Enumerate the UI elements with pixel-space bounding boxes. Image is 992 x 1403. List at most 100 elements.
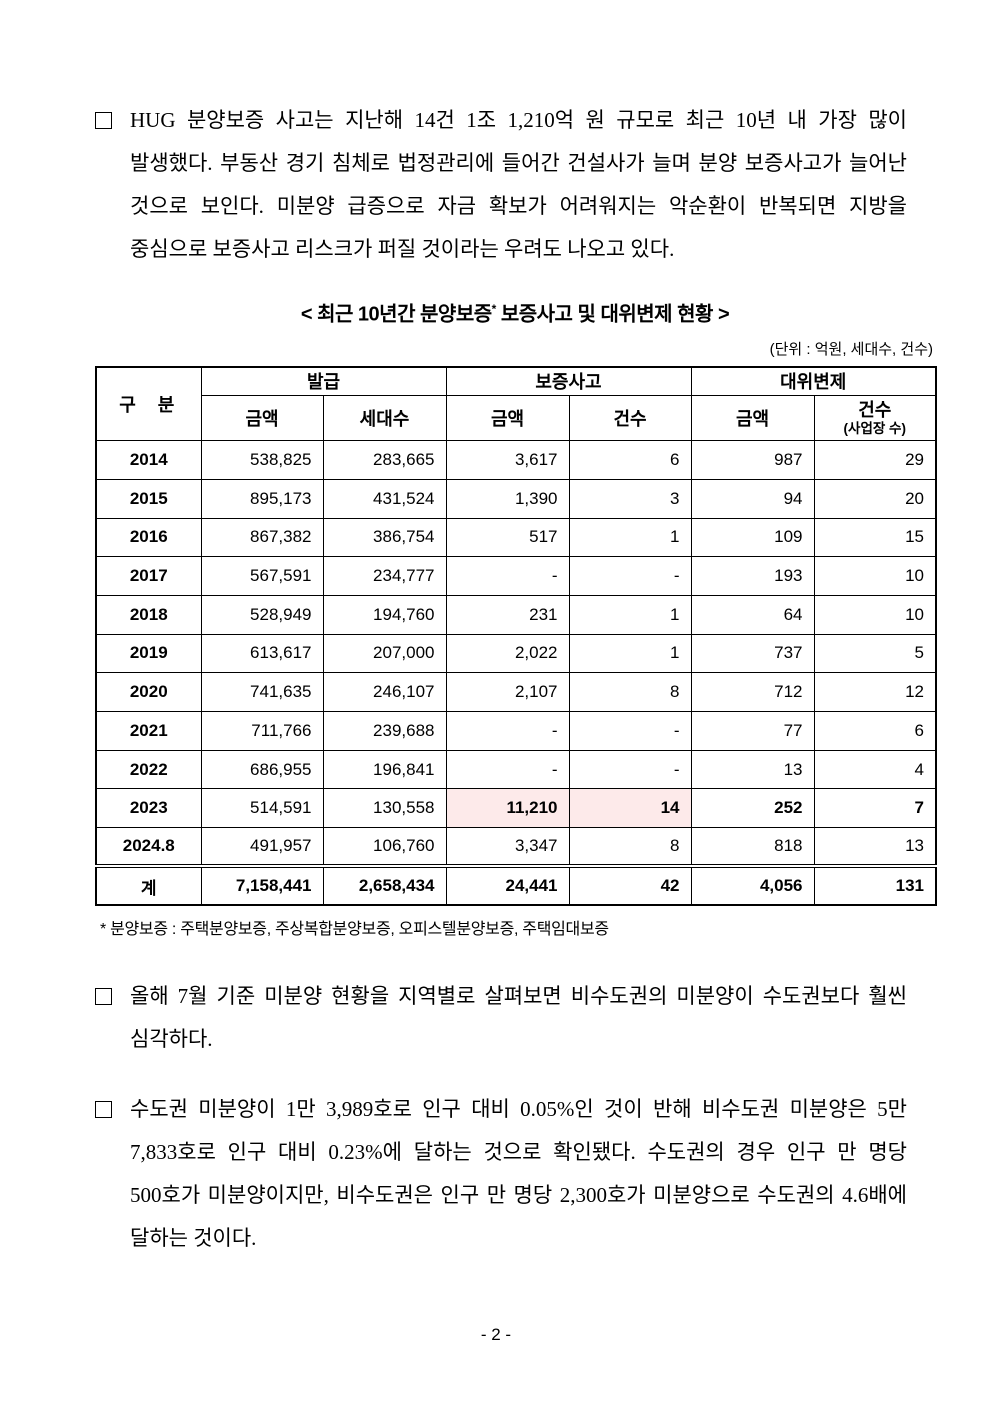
table-row-2015: 2015 895,173 431,524 1,390 3 94 20 [95,478,937,519]
table-cell: 109 [690,517,815,558]
table-cell: - [568,556,692,596]
table-cell: 1 [568,594,692,635]
year-cell: 2019 [95,633,202,674]
header-subrogation-count-label: 건수 [858,400,892,421]
table-cell: 13 [690,749,815,790]
table-cell: 386,754 [322,517,447,558]
table-cell: 4,056 [690,864,815,906]
table-footnote: * 분양보증 : 주택분양보증, 주상복합분양보증, 오피스텔분양보증, 주택임… [100,920,609,938]
table-cell: 131 [813,864,937,906]
year-cell: 2014 [95,440,202,480]
table-cell: 737 [690,633,815,674]
table-title-prefix: < 최근 10년간 분양보증 [300,303,492,326]
table-cell: 8 [568,827,692,867]
table-row-2014: 2014 538,825 283,665 3,617 6 987 29 [95,440,937,480]
empty-square-bullet-icon [95,987,112,1005]
table-cell: 10 [813,594,937,635]
table-cell: 246,107 [322,672,447,712]
year-cell: 2017 [95,556,202,596]
table-cell: 130,558 [322,788,447,829]
table-row-2016: 2016 867,382 386,754 517 1 109 15 [95,517,937,558]
year-cell: 2021 [95,710,202,751]
table-cell: 6 [568,440,692,480]
header-issued-households: 세대수 [322,395,447,442]
table-cell: - [568,710,692,751]
total-label-cell: 계 [95,864,202,906]
table-cell: 711,766 [200,710,324,751]
table-cell: 1,390 [445,478,570,519]
table-row-2018: 2018 528,949 194,760 231 1 64 10 [95,594,937,635]
table-cell: 7 [813,788,937,829]
table-cell: 239,688 [322,710,447,751]
table-cell: 538,825 [200,440,324,480]
header-accident-amount: 금액 [445,395,570,442]
table-row-2024-8: 2024.8 491,957 106,760 3,347 8 818 13 [95,827,937,867]
page-number: - 2 - [480,1325,512,1344]
table-cell: 987 [690,440,815,480]
table-row-2019: 2019 613,617 207,000 2,022 1 737 5 [95,633,937,674]
table-cell: 234,777 [322,556,447,596]
table-cell: 2,107 [445,672,570,712]
table-cell: 10 [813,556,937,596]
year-cell: 2018 [95,594,202,635]
table-cell: 24,441 [445,864,570,906]
table-cell: 20 [813,478,937,519]
table-row-2020: 2020 741,635 246,107 2,107 8 712 12 [95,672,937,712]
table-cell: 4 [813,749,937,790]
table-cell: 1 [568,633,692,674]
table-cell: 514,591 [200,788,324,829]
year-cell: 2020 [95,672,202,712]
header-subrogation-amount: 금액 [690,395,815,442]
header-subrogation-count-subnote: (사업장 수) [843,421,906,437]
table-cell: 194,760 [322,594,447,635]
table-cell: 867,382 [200,517,324,558]
table-cell: 5 [813,633,937,674]
table-cell: 2,022 [445,633,570,674]
table-cell: 712 [690,672,815,712]
guarantee-status-table: 구 분 발급 보증사고 대위변제 금액 세대수 금액 건수 금액 건수 (사업장… [95,365,937,906]
table-cell: 193 [690,556,815,596]
table-cell: - [445,749,570,790]
table-cell: 8 [568,672,692,712]
table-cell: 106,760 [322,827,447,867]
year-cell: 2023 [95,788,202,829]
year-cell: 2024.8 [95,827,202,867]
table-cell: - [445,710,570,751]
header-group-subrogation: 대위변제 [690,366,937,397]
paragraph-hug-guarantee-accidents: HUG 분양보증 사고는 지난해 14건 1조 1,210억 원 규모로 최근 … [95,99,907,271]
table-row-2017: 2017 567,591 234,777 - - 193 10 [95,556,937,596]
year-cell: 2016 [95,517,202,558]
table-cell: 7,158,441 [200,864,324,906]
header-group-issued: 발급 [200,366,447,397]
table-cell: 77 [690,710,815,751]
table-cell: 3 [568,478,692,519]
guarantee-table-block: < 최근 10년간 분양보증* 보증사고 및 대위변제 현황 > (단위 : 억… [95,295,937,939]
table-row-2022: 2022 686,955 196,841 - - 13 4 [95,749,937,790]
unit-note: (단위 : 억원, 세대수, 건수) [769,340,933,358]
table-cell: 29 [813,440,937,480]
header-group-guarantee-accident: 보증사고 [445,366,692,397]
empty-square-bullet-icon [95,1100,112,1118]
table-cell: 431,524 [322,478,447,519]
table-cell: 94 [690,478,815,519]
table-cell: 818 [690,827,815,867]
highlighted-accident-amount-cell: 11,210 [445,788,570,829]
table-cell: 207,000 [322,633,447,674]
table-cell: 283,665 [322,440,447,480]
table-cell: 895,173 [200,478,324,519]
table-cell: 6 [813,710,937,751]
year-cell: 2022 [95,749,202,790]
table-cell: 741,635 [200,672,324,712]
table-row-total: 계 7,158,441 2,658,434 24,441 42 4,056 13… [95,864,937,906]
table-cell: 2,658,434 [322,864,447,906]
table-cell: 491,957 [200,827,324,867]
table-row-2023: 2023 514,591 130,558 11,210 14 252 7 [95,788,937,829]
table-cell: 1 [568,517,692,558]
paragraph-text: 수도권 미분양이 1만 3,989호로 인구 대비 0.05%인 것이 반해 비… [130,1096,907,1250]
table-cell: 3,617 [445,440,570,480]
table-cell: 12 [813,672,937,712]
header-category: 구 분 [95,366,202,442]
table-cell: 252 [690,788,815,829]
table-cell: 517 [445,517,570,558]
table-cell: 613,617 [200,633,324,674]
